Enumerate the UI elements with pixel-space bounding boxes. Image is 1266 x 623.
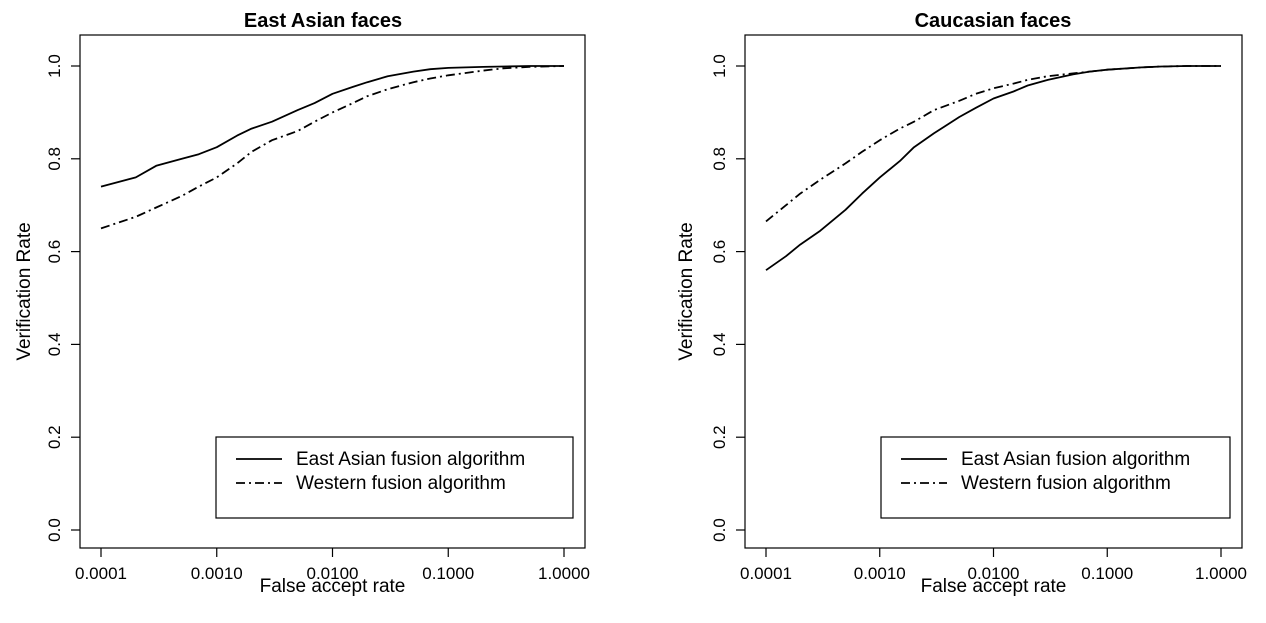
series-line-western-fusion <box>100 65 565 230</box>
x-tick-label: 0.0100 <box>968 564 1020 583</box>
chart-panel-1: East Asian faces 0.0001 0.0010 0.0100 0.1000… <box>14 10 590 597</box>
y-tick-label: 0.8 <box>45 147 64 171</box>
y-tick-label: 0.2 <box>45 425 64 449</box>
y-tick-label: 0.0 <box>710 518 729 542</box>
series-line-western-fusion <box>765 65 1221 223</box>
y-axis-label: Verification Rate <box>676 222 697 360</box>
legend-label: East Asian fusion algorithm <box>961 449 1190 470</box>
legend-label: Western fusion algorithm <box>961 473 1171 494</box>
x-axis-label: False accept rate <box>921 576 1067 597</box>
y-tick-label: 1.0 <box>710 54 729 78</box>
x-tick-label: 0.0001 <box>75 564 127 583</box>
y-tick-label: 0.6 <box>710 240 729 264</box>
x-tick-label: 1.0000 <box>1195 564 1247 583</box>
x-tick-label: 1.0000 <box>538 564 590 583</box>
y-tick-label: 0.4 <box>45 333 64 357</box>
x-tick-label: 0.0001 <box>740 564 792 583</box>
x-tick-label: 0.0100 <box>307 564 359 583</box>
y-tick-label: 0.4 <box>710 333 729 357</box>
chart-title: Caucasian faces <box>915 10 1072 32</box>
y-tick-label: 0.8 <box>710 147 729 171</box>
y-tick-label: 0.2 <box>710 425 729 449</box>
legend-label: East Asian fusion algorithm <box>296 449 525 470</box>
legend-label: Western fusion algorithm <box>296 473 506 494</box>
chart-panel-2: Caucasian faces 0.0001 0.0010 0.0100 0.1000 1… <box>676 10 1247 597</box>
x-tick-label: 0.0010 <box>854 564 906 583</box>
chart-title: East Asian faces <box>244 10 402 32</box>
y-axis-label: Verification Rate <box>14 222 35 360</box>
legend-box <box>880 436 1231 519</box>
x-tick-label: 0.0010 <box>191 564 243 583</box>
series-line-east-asian-fusion <box>100 65 564 188</box>
x-tick-label: 0.1000 <box>1081 564 1133 583</box>
y-tick-label: 0.0 <box>45 518 64 542</box>
y-tick-label: 0.6 <box>45 240 64 264</box>
series-line-east-asian-fusion <box>765 65 1221 271</box>
y-tick-label: 1.0 <box>45 54 64 78</box>
x-tick-label: 0.1000 <box>422 564 474 583</box>
x-axis-label: False accept rate <box>260 576 406 597</box>
legend-box <box>215 436 574 519</box>
